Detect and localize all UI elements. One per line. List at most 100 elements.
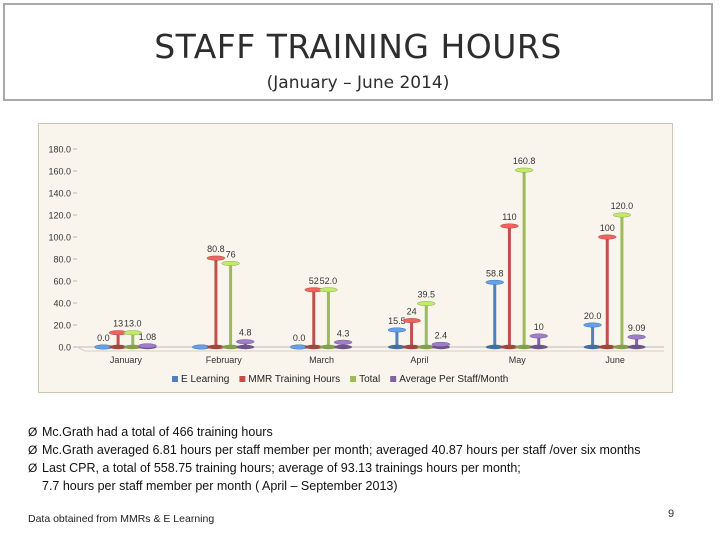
bar-cap — [485, 279, 504, 285]
page-number: 9 — [668, 508, 675, 520]
data-label: 0.0 — [97, 333, 110, 343]
data-source-note: Data obtained from MMRs & E Learning — [28, 513, 215, 525]
bar — [605, 237, 609, 347]
bar — [635, 337, 639, 347]
bar — [537, 336, 541, 347]
slide-subtitle: (January – June 2014) — [266, 73, 450, 93]
title-box: STAFF TRAINING HOURS (January – June 201… — [3, 3, 713, 101]
y-tick-label: 40.0 — [53, 299, 71, 309]
chart-area: 0.0 20.0 40.0 60.0 80.0 10 0.0 120.0 140.0 160.0 1… — [38, 123, 673, 393]
bar-cap — [206, 255, 226, 261]
bar — [493, 282, 497, 347]
bar-cap — [319, 287, 338, 293]
bar — [214, 258, 218, 347]
bar — [243, 341, 247, 347]
bar-cap — [333, 339, 353, 345]
bar — [312, 289, 316, 347]
bar-base — [206, 344, 225, 350]
arrow-bullet-icon: Ø — [28, 461, 38, 475]
bar — [131, 332, 135, 347]
x-tick-label: May — [509, 355, 527, 365]
x-tick-label: April — [410, 355, 428, 365]
legend-label: E Learning — [181, 374, 229, 385]
data-label: 58.8 — [486, 268, 504, 278]
bar — [591, 325, 595, 347]
data-label: 9.09 — [628, 323, 646, 333]
data-label: 10 — [534, 322, 544, 332]
data-label: 1.08 — [139, 332, 157, 342]
data-label: 52 — [309, 276, 319, 286]
legend-swatch — [239, 376, 246, 382]
legend-swatch — [390, 376, 397, 382]
chart-floor — [76, 346, 664, 352]
arrow-bullet-icon: Ø — [28, 443, 38, 457]
data-label: 110 — [502, 212, 516, 222]
data-label: 80.8 — [207, 244, 225, 254]
x-tick-label: January — [110, 355, 143, 365]
bar — [326, 289, 330, 347]
bar-cap — [236, 339, 255, 345]
bar-cap — [221, 260, 240, 266]
data-label: 2.4 — [435, 330, 448, 340]
bar-cap — [123, 330, 143, 336]
y-tick-label: 80.0 — [53, 255, 71, 265]
bar-cap — [431, 341, 451, 347]
bar-base — [304, 344, 323, 350]
y-tick-label: 0.0 — [58, 343, 71, 353]
bullet-text: Mc.Grath had a total of 466 training hou… — [42, 425, 273, 439]
data-label: 20.0 — [584, 311, 602, 321]
bar-cap — [529, 333, 549, 339]
x-tick-label: February — [206, 355, 243, 365]
bar-cap — [138, 343, 157, 349]
bar-base — [500, 344, 519, 350]
legend-label: Average Per Staff/Month — [399, 374, 508, 385]
y-tick-label: 140.0 — [48, 189, 71, 199]
bullet-item: Ø Mc.Grath had a total of 466 training ho… — [28, 423, 708, 441]
bar-base — [417, 344, 436, 350]
data-label: 4.3 — [337, 328, 350, 338]
data-label: 13 — [113, 319, 123, 329]
y-tick-label: 20.0 — [53, 321, 71, 331]
bar — [410, 320, 414, 347]
legend-label: Total — [359, 374, 380, 385]
y-tick-label: 120.0 — [48, 211, 71, 221]
bullet-text: 7.7 hours per staff member per month ( A… — [42, 479, 398, 493]
bar-base — [319, 344, 338, 350]
bar-base — [334, 344, 353, 350]
bar-cap — [598, 234, 617, 240]
bar-cap — [514, 167, 534, 173]
bar-base — [387, 344, 406, 350]
data-label: 39.5 — [417, 290, 435, 300]
legend-swatch — [172, 376, 178, 382]
bar — [229, 263, 233, 347]
bar-cap — [612, 212, 632, 218]
data-label: 52.0 — [320, 276, 338, 286]
bullet-text: Last CPR, a total of 558.75 training hou… — [42, 461, 521, 475]
bar — [620, 215, 624, 347]
bar-base — [529, 344, 548, 350]
bar-base — [627, 344, 646, 350]
bar-base — [236, 344, 255, 350]
bar-base — [612, 344, 631, 350]
x-tick-label: June — [605, 355, 625, 365]
bullet-item: Ø Mc.Grath averaged 6.81 hours per staff … — [28, 441, 708, 459]
data-label: 160.8 — [513, 156, 536, 166]
bullet-item: Ø Last CPR, a total of 558.75 training ho… — [28, 459, 708, 477]
bar-cap — [500, 223, 519, 229]
y-tick-label: 160.0 — [48, 167, 71, 177]
bar-base — [123, 344, 142, 350]
bar — [507, 226, 511, 347]
data-label: 15.5 — [388, 316, 406, 326]
bar-chart: 0.0 20.0 40.0 60.0 80.0 10 0.0 120.0 140.0 160.0 1… — [48, 145, 664, 385]
bar-base — [109, 344, 128, 350]
bar-cap — [417, 301, 436, 307]
y-tick-label: 180.0 — [48, 145, 71, 155]
bar-cap — [387, 327, 407, 333]
y-tick-label: 60.0 — [53, 277, 71, 287]
bar — [424, 303, 428, 347]
bullet-item: 7.7 hours per staff member per month ( A… — [28, 477, 708, 495]
bar — [522, 170, 526, 347]
legend-swatch — [350, 376, 357, 382]
bar-cap — [627, 334, 646, 340]
data-label: 24 — [407, 307, 417, 317]
